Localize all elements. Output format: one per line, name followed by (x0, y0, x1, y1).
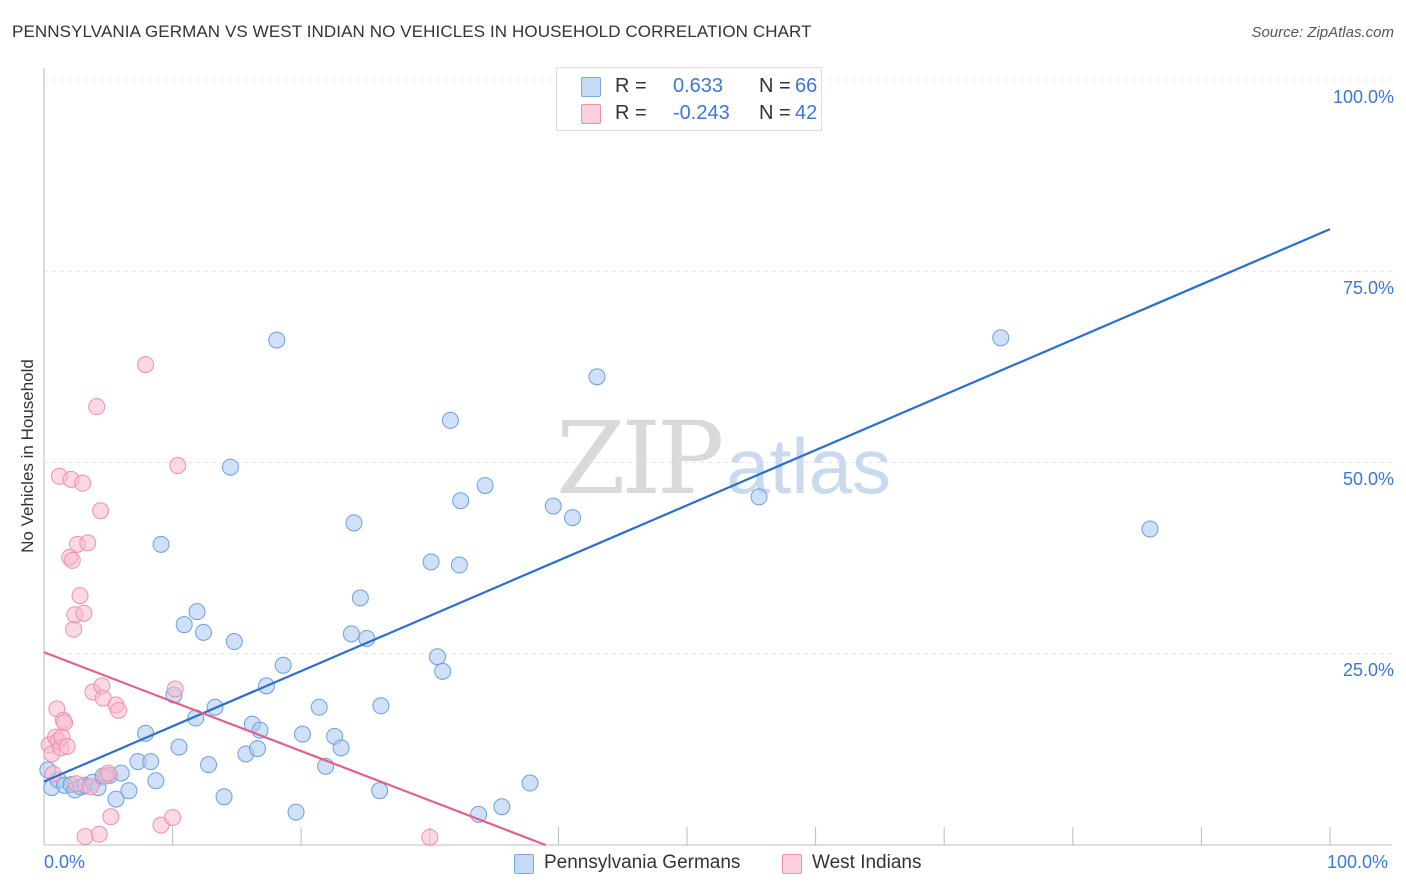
point-west-indian-27 (90, 825, 108, 843)
point-pennsylvania-german-30 (225, 633, 243, 651)
r-value: 0.633 (673, 75, 724, 97)
y-tick-label-100: 100.0% (1332, 87, 1394, 107)
n-label: N = (759, 102, 791, 124)
correlation-legend: R = 0.633 N = 66 R = -0.243 N = 42 (556, 67, 822, 131)
point-west-indian-32 (99, 764, 117, 782)
point-west-indian-28 (92, 502, 110, 520)
point-pennsylvania-german-36 (268, 331, 286, 349)
y-tick-label-75: 75.0% (1342, 278, 1394, 298)
point-pennsylvania-german-63 (750, 488, 768, 506)
trend-lines (43, 228, 1331, 847)
point-west-indian-33 (102, 808, 120, 826)
trend-line-west-indians (43, 651, 546, 847)
legend-swatch-pink (581, 104, 601, 124)
point-pennsylvania-german-54 (450, 556, 468, 574)
x-tick-label-min: 0.0% (44, 852, 86, 872)
n-value: 66 (795, 75, 818, 97)
point-pennsylvania-german-60 (544, 497, 562, 515)
source-credit: Source: ZipAtlas.com (1251, 24, 1394, 41)
point-west-indian-35 (110, 701, 128, 719)
n-label: N = (759, 75, 791, 97)
y-tick-label-25: 25.0% (1342, 660, 1394, 680)
point-pennsylvania-german-65 (1141, 520, 1159, 538)
point-pennsylvania-german-12 (107, 790, 125, 808)
point-pennsylvania-german-33 (248, 740, 266, 758)
point-west-indian-36 (137, 356, 155, 374)
point-pennsylvania-german-22 (175, 616, 193, 634)
legend-swatch-blue (514, 854, 534, 874)
point-west-indian-11 (58, 737, 76, 755)
point-pennsylvania-german-40 (310, 698, 328, 716)
point-pennsylvania-german-24 (188, 603, 206, 621)
axes (43, 68, 1392, 846)
point-pennsylvania-german-26 (200, 756, 218, 774)
point-west-indian-14 (63, 551, 81, 569)
point-pennsylvania-german-61 (564, 509, 582, 527)
point-west-indian-23 (79, 534, 97, 552)
point-west-indian-38 (164, 808, 182, 826)
point-pennsylvania-german-38 (287, 803, 305, 821)
legend-label: Pennsylvania Germans (544, 852, 741, 873)
point-west-indian-26 (88, 398, 106, 416)
point-west-indian-10 (56, 714, 74, 732)
r-value: -0.243 (673, 102, 730, 124)
point-pennsylvania-german-64 (992, 329, 1010, 347)
n-value: 42 (795, 102, 818, 124)
x-tick-label-max: 100.0% (1327, 852, 1389, 872)
series-legend: Pennsylvania Germans West Indians (0, 852, 1406, 878)
point-west-indian-41 (421, 828, 439, 846)
point-pennsylvania-german-48 (371, 782, 389, 800)
data-points (39, 329, 1159, 846)
gridlines (44, 79, 1392, 655)
point-pennsylvania-german-59 (521, 774, 539, 792)
point-west-indian-19 (71, 587, 89, 605)
legend-swatch-blue (581, 77, 601, 97)
point-west-indian-22 (76, 828, 94, 846)
point-pennsylvania-german-21 (170, 738, 188, 756)
trend-line-pennsylvania-germans (43, 228, 1331, 783)
y-axis-label: No Vehicles in Household (18, 359, 37, 553)
point-pennsylvania-german-53 (441, 411, 459, 429)
point-pennsylvania-german-25 (194, 623, 212, 641)
legend-swatch-pink (782, 854, 802, 874)
point-pennsylvania-german-29 (221, 458, 239, 476)
point-west-indian-39 (166, 680, 184, 698)
point-pennsylvania-german-28 (215, 788, 233, 806)
point-west-indian-20 (74, 474, 92, 492)
r-label: R = (615, 75, 647, 97)
legend-label: West Indians (812, 852, 922, 873)
point-pennsylvania-german-43 (332, 739, 350, 757)
chart-title: PENNSYLVANIA GERMAN VS WEST INDIAN NO VE… (12, 22, 812, 41)
point-west-indian-21 (75, 604, 93, 622)
point-pennsylvania-german-37 (274, 656, 292, 674)
point-pennsylvania-german-62 (588, 368, 606, 386)
point-west-indian-17 (67, 775, 85, 793)
point-pennsylvania-german-19 (152, 535, 170, 553)
point-pennsylvania-german-55 (452, 492, 470, 510)
point-pennsylvania-german-17 (142, 753, 160, 771)
point-west-indian-15 (65, 620, 83, 638)
point-west-indian-24 (81, 778, 99, 796)
point-pennsylvania-german-45 (345, 514, 363, 532)
point-pennsylvania-german-49 (372, 697, 390, 715)
point-pennsylvania-german-58 (493, 798, 511, 816)
point-pennsylvania-german-39 (293, 725, 311, 743)
point-pennsylvania-german-46 (351, 589, 369, 607)
point-west-indian-40 (169, 457, 187, 475)
point-pennsylvania-german-51 (429, 648, 447, 666)
point-pennsylvania-german-18 (147, 772, 165, 790)
point-pennsylvania-german-57 (476, 476, 494, 494)
point-pennsylvania-german-50 (422, 553, 440, 571)
r-label: R = (615, 102, 647, 124)
point-pennsylvania-german-52 (434, 662, 452, 680)
point-pennsylvania-german-14 (120, 782, 138, 800)
y-tick-label-50: 50.0% (1342, 469, 1394, 489)
point-pennsylvania-german-44 (342, 625, 360, 643)
